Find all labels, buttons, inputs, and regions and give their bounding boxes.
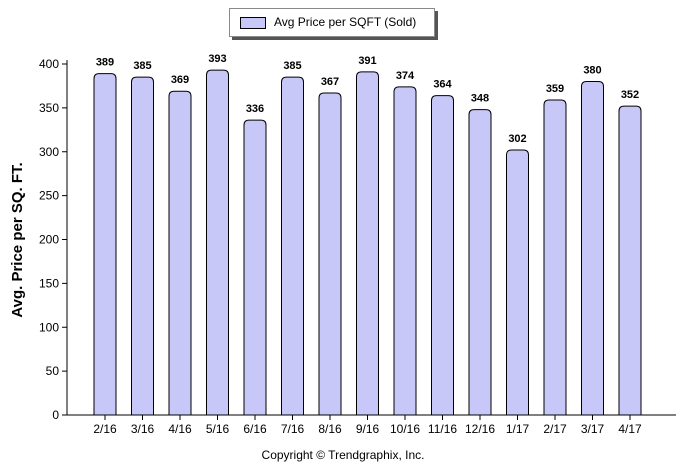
bar-value-label: 391 — [358, 55, 376, 67]
y-tick-label: 400 — [39, 57, 59, 71]
y-axis-ticks: 0 50 100 150 200 250 300 350 400 — [39, 57, 67, 422]
bar-value-label: 393 — [208, 53, 226, 65]
bar-value-label: 352 — [621, 89, 639, 101]
bar-value-label: 364 — [433, 79, 452, 91]
bar — [468, 109, 492, 416]
x-tick-label: 8/16 — [318, 422, 342, 436]
legend: Avg Price per SQFT (Sold) — [229, 8, 435, 37]
x-tick-label: 2/17 — [543, 422, 567, 436]
bar — [356, 71, 379, 416]
y-tick-label: 150 — [39, 276, 59, 290]
y-tick-label: 50 — [46, 364, 60, 378]
y-tick-label: 0 — [52, 408, 59, 422]
x-tick-label: 9/16 — [356, 422, 380, 436]
bar — [243, 119, 267, 416]
y-axis-label: Avg. Price per SQ. FT. — [9, 162, 26, 317]
x-tick-label: 4/17 — [618, 422, 642, 436]
x-tick-label: 1/17 — [506, 422, 530, 436]
bar — [618, 105, 642, 416]
bar — [93, 73, 117, 416]
bar — [393, 86, 417, 416]
y-tick-label: 250 — [39, 189, 59, 203]
bar-value-label: 367 — [321, 76, 339, 88]
x-tick-label: 2/16 — [93, 422, 117, 436]
x-tick-label: 3/16 — [131, 422, 155, 436]
x-tick-label: 7/16 — [281, 422, 305, 436]
legend-swatch — [240, 17, 266, 29]
bar — [318, 92, 342, 416]
bar-value-label: 374 — [396, 70, 415, 82]
bar — [131, 76, 154, 416]
y-tick-label: 300 — [39, 145, 59, 159]
bar-value-label: 359 — [546, 83, 564, 95]
bar-value-label: 385 — [133, 60, 151, 72]
x-axis-ticks: 2/16 3/16 4/16 5/16 6/16 7/16 8/16 9/16 10/16 11/… — [93, 415, 642, 436]
bar — [206, 69, 229, 416]
bar — [543, 99, 567, 416]
bar — [168, 90, 192, 416]
bar-value-label: 302 — [508, 133, 526, 145]
x-tick-label: 10/16 — [390, 422, 420, 436]
bar-series: 389 385 369 393 336 385 367 391 374 364 348 302 359 3… — [93, 53, 642, 416]
bar-value-label: 369 — [171, 74, 189, 86]
bar — [581, 81, 604, 416]
x-tick-label: 5/16 — [206, 422, 230, 436]
bar — [281, 76, 304, 416]
x-tick-label: 3/17 — [581, 422, 605, 436]
y-tick-label: 350 — [39, 101, 59, 115]
x-tick-label: 12/16 — [465, 422, 495, 436]
x-tick-label: 6/16 — [243, 422, 267, 436]
y-tick-label: 100 — [39, 320, 59, 334]
y-tick-label: 200 — [39, 233, 59, 247]
bar-value-label: 380 — [583, 65, 601, 77]
bar — [431, 95, 454, 416]
x-tick-label: 4/16 — [168, 422, 192, 436]
x-tick-label: 11/16 — [428, 422, 457, 436]
bar-value-label: 385 — [283, 60, 301, 72]
legend-label: Avg Price per SQFT (Sold) — [274, 15, 417, 29]
bar-value-label: 348 — [471, 93, 489, 105]
bar-value-label: 389 — [96, 57, 114, 69]
bar — [506, 149, 529, 416]
copyright-text: Copyright © Trendgraphix, Inc. — [261, 448, 425, 462]
bar-value-label: 336 — [246, 103, 264, 115]
